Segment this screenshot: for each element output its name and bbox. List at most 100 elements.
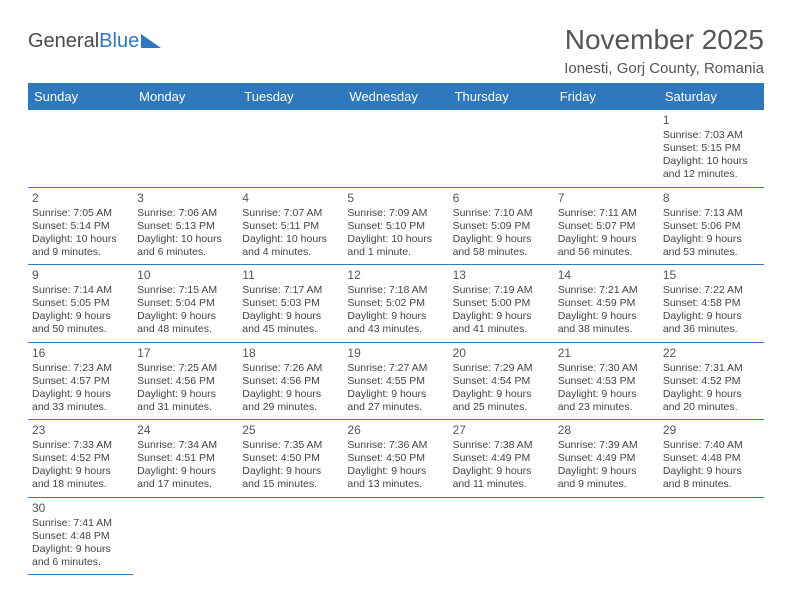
day-number: 23 [32, 423, 129, 438]
calendar-cell: 18Sunrise: 7:26 AMSunset: 4:56 PMDayligh… [238, 342, 343, 420]
day-number: 28 [558, 423, 655, 438]
daylight-text: Daylight: 9 hours [137, 388, 234, 401]
calendar-cell-empty [554, 497, 659, 575]
sunset-text: Sunset: 5:10 PM [347, 220, 444, 233]
daylight-text: and 17 minutes. [137, 478, 234, 491]
calendar-cell: 17Sunrise: 7:25 AMSunset: 4:56 PMDayligh… [133, 342, 238, 420]
calendar-row: 2Sunrise: 7:05 AMSunset: 5:14 PMDaylight… [28, 187, 764, 265]
day-number: 15 [663, 268, 760, 283]
month-title: November 2025 [564, 24, 764, 56]
daylight-text: Daylight: 10 hours [347, 233, 444, 246]
daylight-text: and 4 minutes. [242, 246, 339, 259]
sunset-text: Sunset: 4:51 PM [137, 452, 234, 465]
calendar-cell: 20Sunrise: 7:29 AMSunset: 4:54 PMDayligh… [449, 342, 554, 420]
day-number: 1 [663, 113, 760, 128]
daylight-text: and 6 minutes. [137, 246, 234, 259]
calendar-cell: 30Sunrise: 7:41 AMSunset: 4:48 PMDayligh… [28, 497, 133, 575]
daylight-text: and 38 minutes. [558, 323, 655, 336]
day-header: Tuesday [238, 83, 343, 110]
day-number: 14 [558, 268, 655, 283]
daylight-text: and 33 minutes. [32, 401, 129, 414]
day-header: Friday [554, 83, 659, 110]
logo: GeneralBlue [28, 30, 161, 53]
sunrise-text: Sunrise: 7:31 AM [663, 362, 760, 375]
calendar-cell: 10Sunrise: 7:15 AMSunset: 5:04 PMDayligh… [133, 265, 238, 343]
day-header: Thursday [449, 83, 554, 110]
title-block: November 2025 Ionesti, Gorj County, Roma… [564, 24, 764, 77]
daylight-text: Daylight: 9 hours [663, 465, 760, 478]
daylight-text: and 50 minutes. [32, 323, 129, 336]
daylight-text: and 31 minutes. [137, 401, 234, 414]
sunset-text: Sunset: 4:48 PM [663, 452, 760, 465]
sunrise-text: Sunrise: 7:41 AM [32, 517, 129, 530]
calendar-row: 1Sunrise: 7:03 AMSunset: 5:15 PMDaylight… [28, 110, 764, 187]
daylight-text: and 20 minutes. [663, 401, 760, 414]
daylight-text: and 36 minutes. [663, 323, 760, 336]
daylight-text: Daylight: 9 hours [347, 465, 444, 478]
daylight-text: and 8 minutes. [663, 478, 760, 491]
day-number: 25 [242, 423, 339, 438]
sunset-text: Sunset: 4:50 PM [347, 452, 444, 465]
calendar-cell: 14Sunrise: 7:21 AMSunset: 4:59 PMDayligh… [554, 265, 659, 343]
calendar-cell: 7Sunrise: 7:11 AMSunset: 5:07 PMDaylight… [554, 187, 659, 265]
sunrise-text: Sunrise: 7:06 AM [137, 207, 234, 220]
daylight-text: and 9 minutes. [32, 246, 129, 259]
day-header: Saturday [659, 83, 764, 110]
day-number: 27 [453, 423, 550, 438]
calendar-cell-empty [238, 110, 343, 187]
daylight-text: Daylight: 9 hours [242, 465, 339, 478]
sunrise-text: Sunrise: 7:21 AM [558, 284, 655, 297]
day-number: 5 [347, 191, 444, 206]
day-number: 2 [32, 191, 129, 206]
calendar-row: 9Sunrise: 7:14 AMSunset: 5:05 PMDaylight… [28, 265, 764, 343]
day-number: 30 [32, 501, 129, 516]
day-number: 22 [663, 346, 760, 361]
sunrise-text: Sunrise: 7:34 AM [137, 439, 234, 452]
sunrise-text: Sunrise: 7:09 AM [347, 207, 444, 220]
day-header: Wednesday [343, 83, 448, 110]
sunset-text: Sunset: 5:05 PM [32, 297, 129, 310]
calendar-page: GeneralBlue November 2025 Ionesti, Gorj … [0, 0, 792, 575]
day-number: 13 [453, 268, 550, 283]
calendar-cell: 3Sunrise: 7:06 AMSunset: 5:13 PMDaylight… [133, 187, 238, 265]
logo-triangle-icon [141, 34, 161, 48]
sunset-text: Sunset: 4:58 PM [663, 297, 760, 310]
daylight-text: Daylight: 9 hours [453, 388, 550, 401]
daylight-text: Daylight: 9 hours [453, 233, 550, 246]
calendar-cell: 8Sunrise: 7:13 AMSunset: 5:06 PMDaylight… [659, 187, 764, 265]
sunset-text: Sunset: 5:13 PM [137, 220, 234, 233]
daylight-text: and 15 minutes. [242, 478, 339, 491]
sunset-text: Sunset: 5:04 PM [137, 297, 234, 310]
daylight-text: and 45 minutes. [242, 323, 339, 336]
daylight-text: Daylight: 9 hours [242, 388, 339, 401]
calendar-row: 30Sunrise: 7:41 AMSunset: 4:48 PMDayligh… [28, 497, 764, 575]
daylight-text: and 25 minutes. [453, 401, 550, 414]
calendar-cell: 12Sunrise: 7:18 AMSunset: 5:02 PMDayligh… [343, 265, 448, 343]
sunset-text: Sunset: 5:09 PM [453, 220, 550, 233]
sunrise-text: Sunrise: 7:40 AM [663, 439, 760, 452]
sunset-text: Sunset: 4:56 PM [242, 375, 339, 388]
daylight-text: Daylight: 9 hours [137, 310, 234, 323]
calendar-cell-empty [133, 497, 238, 575]
day-header: Monday [133, 83, 238, 110]
sunset-text: Sunset: 4:59 PM [558, 297, 655, 310]
sunrise-text: Sunrise: 7:30 AM [558, 362, 655, 375]
daylight-text: and 41 minutes. [453, 323, 550, 336]
daylight-text: and 48 minutes. [137, 323, 234, 336]
sunset-text: Sunset: 4:54 PM [453, 375, 550, 388]
day-number: 29 [663, 423, 760, 438]
sunset-text: Sunset: 5:14 PM [32, 220, 129, 233]
daylight-text: and 56 minutes. [558, 246, 655, 259]
daylight-text: Daylight: 9 hours [32, 310, 129, 323]
sunrise-text: Sunrise: 7:11 AM [558, 207, 655, 220]
sunset-text: Sunset: 5:06 PM [663, 220, 760, 233]
sunrise-text: Sunrise: 7:19 AM [453, 284, 550, 297]
calendar-cell: 15Sunrise: 7:22 AMSunset: 4:58 PMDayligh… [659, 265, 764, 343]
daylight-text: and 58 minutes. [453, 246, 550, 259]
calendar-row: 23Sunrise: 7:33 AMSunset: 4:52 PMDayligh… [28, 420, 764, 498]
sunrise-text: Sunrise: 7:35 AM [242, 439, 339, 452]
calendar-cell: 6Sunrise: 7:10 AMSunset: 5:09 PMDaylight… [449, 187, 554, 265]
sunset-text: Sunset: 4:52 PM [32, 452, 129, 465]
day-number: 20 [453, 346, 550, 361]
day-number: 9 [32, 268, 129, 283]
